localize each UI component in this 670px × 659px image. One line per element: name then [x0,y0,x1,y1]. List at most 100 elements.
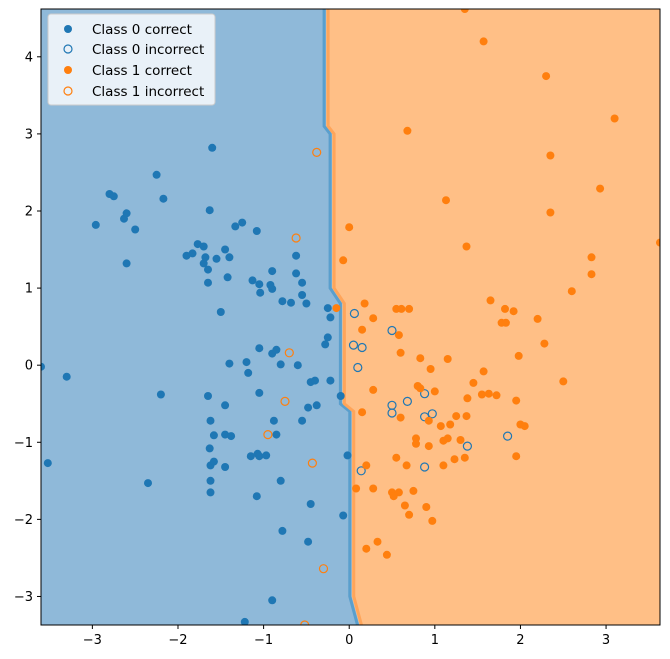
legend-label-class-1-incorrect: Class 1 incorrect [92,84,204,100]
point-class-0-correct [227,432,236,441]
point-class-1-correct [520,422,529,431]
series-class-1-incorrect [263,147,329,625]
decision-boundary-class-0-edge [322,9,359,625]
legend-item-class-0-correct: Class 0 correct [64,22,192,38]
point-class-1-correct [484,389,493,398]
y-tick-label: 4 [25,50,33,65]
point-class-0-correct [225,253,234,262]
point-class-0-incorrect [356,466,366,476]
point-class-0-correct [152,170,161,179]
point-class-1-correct [456,436,465,444]
point-class-1-correct [362,544,371,553]
point-class-0-correct [244,368,253,377]
point-class-0-correct [255,280,264,289]
point-class-0-correct [205,206,214,215]
point-class-1-incorrect [280,396,290,406]
point-class-0-correct [91,220,100,229]
y-tick-label: −2 [14,513,33,528]
point-class-1-correct [501,318,510,327]
y-tick-label: 3 [25,127,33,142]
y-tick-label: 0 [25,359,33,374]
point-class-1-correct [369,314,378,323]
point-class-1-correct [546,151,555,160]
legend-label-class-1-correct: Class 1 correct [92,63,192,79]
point-class-0-incorrect [349,308,359,319]
point-class-1-incorrect [318,564,329,574]
legend-label-class-0-incorrect: Class 0 incorrect [92,42,204,58]
point-class-0-correct [156,390,165,399]
point-class-1-correct [446,420,455,429]
point-class-1-correct [424,442,433,451]
point-class-0-correct [206,476,215,485]
legend-label-class-0-correct: Class 0 correct [92,22,192,38]
legend-item-class-1-correct: Class 1 correct [64,63,192,79]
point-class-0-correct [43,459,52,468]
point-class-1-correct [345,223,354,232]
point-class-1-correct [656,238,660,247]
point-class-0-correct [242,358,251,367]
point-class-0-incorrect [427,409,437,419]
point-class-1-correct [412,439,420,448]
point-class-0-correct [287,298,295,307]
point-class-0-correct [159,194,168,203]
point-class-1-correct [358,325,367,334]
legend: Class 0 correct Class 0 incorrect Class … [47,13,216,106]
point-class-1-correct [460,453,469,462]
point-class-0-correct [221,401,230,410]
point-class-0-correct [306,500,315,508]
point-class-0-correct [238,218,247,227]
point-class-0-correct [268,267,277,276]
x-tick-label: 0 [345,633,353,648]
point-class-0-correct [278,297,287,306]
x-tick-label: 2 [516,633,524,648]
point-class-0-correct [208,143,217,152]
point-class-0-correct [193,240,202,249]
point-class-1-correct [596,184,605,193]
point-class-0-correct [199,242,208,251]
point-class-1-correct [452,412,461,421]
point-class-0-correct [276,476,285,485]
point-class-1-correct [358,408,367,417]
point-class-0-correct [204,278,212,287]
point-class-0-incorrect [387,325,397,336]
point-class-1-correct [424,416,433,425]
point-class-1-incorrect [300,620,310,625]
series-class-0-incorrect [348,308,513,476]
point-class-0-correct [278,526,287,535]
point-class-1-correct [460,9,469,13]
point-class-0-incorrect [348,340,359,350]
point-class-0-correct [312,401,321,410]
point-class-0-correct [209,457,218,466]
point-class-0-correct [201,253,210,262]
point-class-0-incorrect [402,396,412,406]
x-tick-label: 3 [602,633,610,648]
point-class-0-correct [188,249,197,258]
point-class-1-correct [339,256,348,265]
legend-marker-class-1-correct [64,66,72,74]
point-class-0-correct [221,245,230,254]
point-class-1-correct [362,461,371,470]
point-class-1-correct [439,436,448,445]
point-class-0-correct [323,304,332,313]
point-class-1-correct [479,367,488,376]
point-class-1-correct [559,377,568,386]
point-class-0-incorrect [503,431,513,441]
point-class-1-correct [492,391,501,400]
point-class-1-correct [450,455,459,464]
point-class-0-correct [131,225,140,234]
point-class-1-correct [512,452,521,461]
point-class-1-correct [469,378,478,387]
point-class-1-correct [396,413,405,422]
point-class-1-correct [514,351,523,360]
point-class-1-correct [463,394,472,403]
legend-marker-class-0-correct [64,25,72,33]
point-class-0-correct [292,251,301,260]
point-class-1-correct [400,501,409,510]
point-class-1-correct [462,242,471,251]
point-class-1-correct [486,296,495,305]
point-class-0-correct [343,451,352,460]
point-class-1-incorrect [312,147,322,157]
point-class-1-correct [416,354,425,363]
point-class-0-correct [204,392,212,400]
